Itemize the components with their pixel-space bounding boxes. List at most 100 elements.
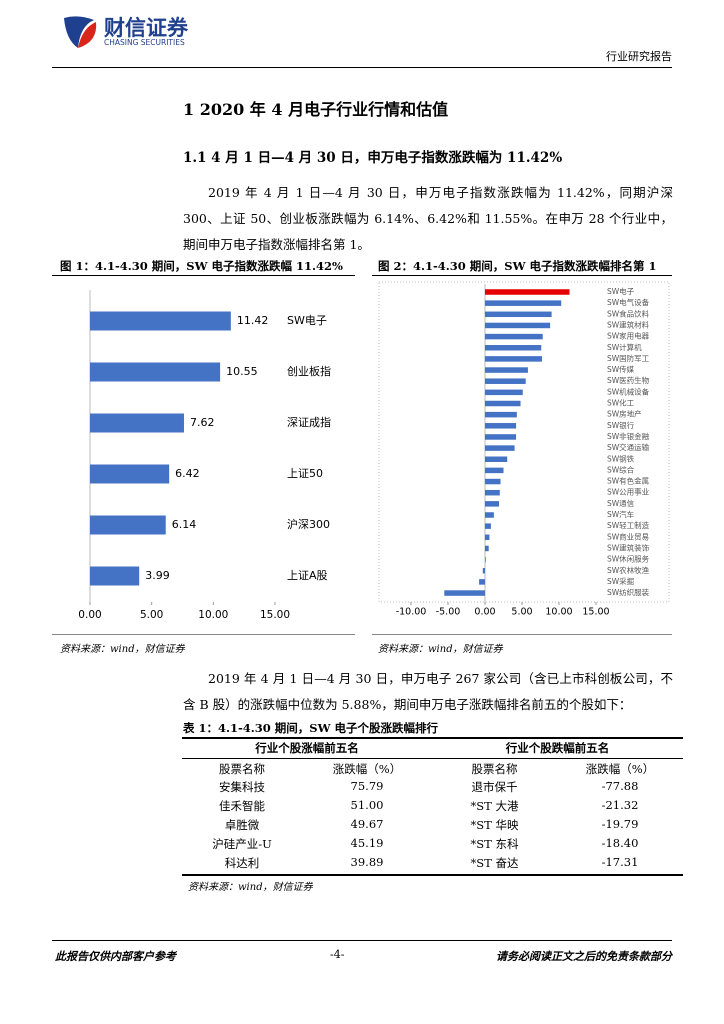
figure-caption: 图 2：4.1-4.30 期间，SW 电子指数涨跌幅排名第 1 xyxy=(378,259,657,273)
x-tick-label: 5.00 xyxy=(140,609,163,621)
header-rule xyxy=(52,67,672,68)
category-label: SW医药生物 xyxy=(607,375,650,385)
table-cell: -18.40 xyxy=(601,836,639,850)
figure-caption: 图 1：4.1-4.30 期间，SW 电子指数涨跌幅 11.42% xyxy=(60,259,343,273)
table-cell: 75.79 xyxy=(350,779,384,793)
bar xyxy=(485,434,517,440)
table-cell: *ST 华映 xyxy=(470,818,519,832)
category-label: SW银行 xyxy=(607,420,635,430)
value-label: 11.42 xyxy=(237,314,269,327)
bar xyxy=(485,389,523,396)
bar xyxy=(485,489,500,496)
table-rule xyxy=(182,737,683,739)
category-label: SW公用事业 xyxy=(607,487,650,497)
category-label: SW建筑材料 xyxy=(607,319,650,329)
table-cell: *ST 东科 xyxy=(470,837,519,851)
category-label: 上证50 xyxy=(287,467,323,480)
bar xyxy=(90,515,166,535)
bar xyxy=(90,311,231,331)
bar xyxy=(444,590,485,596)
source-rule xyxy=(372,634,672,635)
bar xyxy=(90,464,170,484)
bar xyxy=(485,322,551,329)
logo-icon xyxy=(64,16,97,48)
bar xyxy=(485,356,542,362)
footer-disclaimer: 请务必阅读正文之后的免责条款部分 xyxy=(496,950,672,963)
source-note: 资料来源：wind，财信证券 xyxy=(60,644,185,655)
bar xyxy=(485,456,508,462)
table-cell: *ST 奋达 xyxy=(470,856,519,870)
category-label: 创业板指 xyxy=(287,364,331,378)
section-title: 1 2020 年 4 月电子行业行情和估值 xyxy=(183,100,449,119)
column-header: 涨跌幅（%） xyxy=(585,762,655,776)
bar xyxy=(485,311,552,318)
category-label: SW轻工制造 xyxy=(607,520,650,530)
category-label: SW汽车 xyxy=(607,509,635,519)
bar xyxy=(485,400,521,407)
category-label: SW化工 xyxy=(607,398,635,408)
x-tick-label: 0.00 xyxy=(474,607,495,618)
category-label: SW有色金属 xyxy=(607,476,649,486)
footer-rule xyxy=(52,940,672,941)
bar xyxy=(485,423,517,429)
bar xyxy=(479,579,485,585)
category-label: SW采掘 xyxy=(607,576,634,586)
bar xyxy=(485,289,570,295)
table-cell: -21.32 xyxy=(601,798,639,812)
table-cell: 科达利 xyxy=(224,856,260,870)
bar xyxy=(482,568,485,574)
x-tick-label: -5.00 xyxy=(436,607,461,618)
bar xyxy=(485,512,494,518)
table-cell: *ST 大港 xyxy=(470,799,519,813)
bar xyxy=(485,467,504,474)
page-number: -4- xyxy=(330,948,345,961)
footer-note: 此报告仅供内部客户参考 xyxy=(55,950,176,963)
group-header: 行业个股跌幅前五名 xyxy=(505,741,610,755)
bar xyxy=(485,367,528,373)
category-label: SW食品饮料 xyxy=(607,308,650,318)
bar xyxy=(485,300,562,306)
x-tick-label: 15.00 xyxy=(582,607,609,618)
table-cell: 39.89 xyxy=(350,855,384,869)
paragraph: 2019 年 4 月 1 日—4 月 30 日，申万电子 267 家公司（含已上… xyxy=(183,671,673,712)
x-tick-label: -10.00 xyxy=(396,607,427,618)
category-label: SW家用电器 xyxy=(607,331,650,341)
source-note: 资料来源：wind，财信证券 xyxy=(188,882,313,893)
caption-rule xyxy=(52,275,355,276)
category-label: SW农林牧渔 xyxy=(607,565,650,575)
caption-rule xyxy=(372,275,672,276)
bar xyxy=(485,478,501,485)
bar xyxy=(485,556,486,563)
value-label: 6.42 xyxy=(175,467,200,480)
table-cell: -17.31 xyxy=(601,855,639,869)
column-header: 股票名称 xyxy=(219,762,265,776)
table-cell: 沪硅产业-U xyxy=(212,837,272,851)
source-note: 资料来源：wind，财信证券 xyxy=(378,644,503,655)
category-label: SW传媒 xyxy=(607,364,635,374)
category-label: SW综合 xyxy=(607,464,635,474)
category-label: 上证A股 xyxy=(287,569,328,582)
x-tick-label: 15.00 xyxy=(260,609,290,621)
category-label: SW交通运输 xyxy=(607,442,650,452)
table-cell: 退市保千 xyxy=(471,780,518,794)
table-cell: 佳禾智能 xyxy=(219,799,265,813)
x-tick-label: 0.00 xyxy=(78,609,101,621)
table-caption: 表 1：4.1-4.30 期间，SW 电子个股涨跌幅排行 xyxy=(183,721,439,735)
bar xyxy=(485,523,491,529)
subsection-title: 1.1 4 月 1 日—4 月 30 日，申万电子指数涨跌幅为 11.42% xyxy=(183,150,563,166)
category-label: SW非银金融 xyxy=(607,431,650,441)
bar xyxy=(90,566,140,586)
value-label: 10.55 xyxy=(226,365,258,378)
bar xyxy=(485,545,489,552)
table-cell: -19.79 xyxy=(601,817,639,831)
bar xyxy=(485,534,490,541)
category-label: 深证成指 xyxy=(287,415,331,429)
table-cell: 51.00 xyxy=(350,798,384,812)
category-label: SW纺织服装 xyxy=(607,587,650,597)
table-cell: 49.67 xyxy=(350,817,384,831)
category-label: SW钢铁 xyxy=(607,453,635,463)
x-tick-label: 5.00 xyxy=(511,607,532,618)
table-cell: 安集科技 xyxy=(219,780,265,794)
category-label: SW通信 xyxy=(607,498,635,508)
